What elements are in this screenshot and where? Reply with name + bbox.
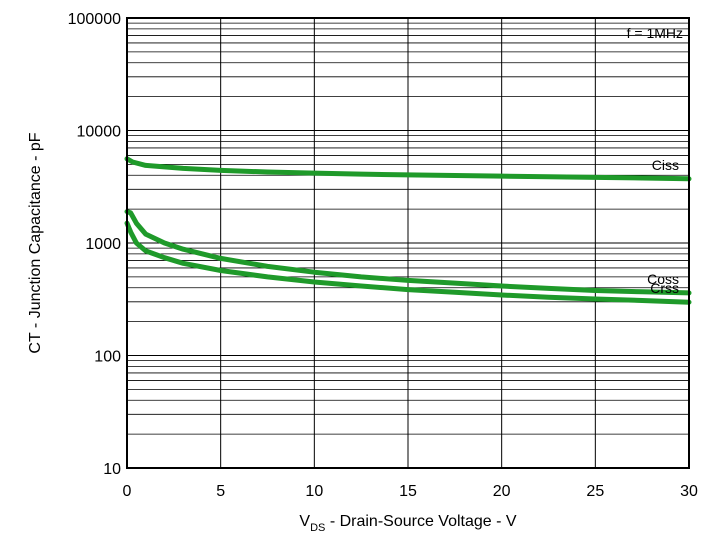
plot-frame	[126, 17, 690, 469]
x-axis-label-main: V	[299, 513, 310, 530]
x-axis-label: VDS - Drain-Source Voltage - V	[299, 513, 516, 534]
frequency-annotation: f = 1MHz	[627, 25, 683, 41]
series-group	[124, 156, 692, 305]
series-line-coss	[124, 209, 692, 296]
x-tick-label: 30	[680, 483, 698, 500]
x-tick-label: 20	[493, 483, 511, 500]
x-tick-label: 15	[399, 483, 417, 500]
x-axis-label-rest: - Drain-Source Voltage - V	[325, 513, 517, 530]
series-line-ciss	[124, 156, 692, 182]
y-tick-label: 100000	[68, 11, 121, 28]
y-tick-label: 10	[103, 461, 121, 478]
x-tick-label: 10	[305, 483, 323, 500]
y-axis-label: CT - Junction Capacitance - pF	[27, 132, 44, 353]
tick-labels: 0 5 10 15 20 25 30 10 100 1000 10000 100000	[68, 11, 698, 500]
series-label-crss: Crss	[650, 280, 679, 296]
y-tick-label: 10000	[77, 124, 122, 141]
x-axis-label-sub: DS	[310, 522, 325, 534]
series-line-crss	[124, 220, 692, 305]
y-tick-label: 100	[94, 349, 121, 366]
y-tick-label: 1000	[85, 236, 121, 253]
series-label-coss: Coss	[647, 271, 679, 287]
series-label-ciss: Ciss	[652, 157, 679, 173]
x-tick-label: 25	[586, 483, 604, 500]
x-tick-label: 5	[216, 483, 225, 500]
grid	[126, 18, 690, 469]
x-tick-label: 0	[123, 483, 132, 500]
